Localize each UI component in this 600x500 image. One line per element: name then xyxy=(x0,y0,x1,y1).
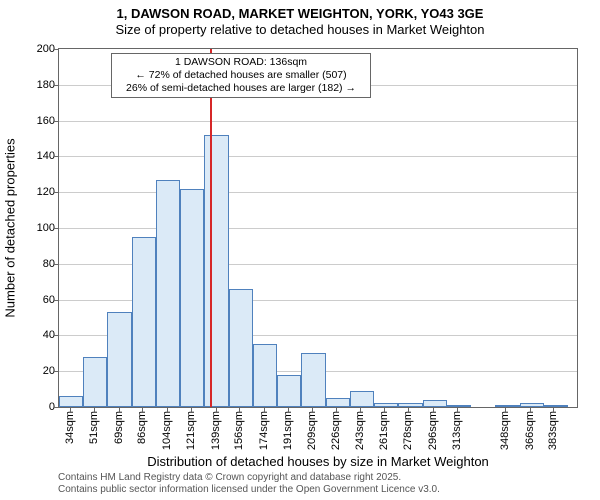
x-tick-mark xyxy=(408,407,409,412)
y-tick-label: 120 xyxy=(37,186,55,198)
plot-area: 02040608010012014016018020034sqm51sqm69s… xyxy=(58,48,578,408)
histogram-bar xyxy=(447,405,471,407)
x-tick-label: 209sqm xyxy=(306,411,318,450)
y-tick-mark xyxy=(54,407,59,408)
marker-line xyxy=(210,49,212,407)
x-axis-title: Distribution of detached houses by size … xyxy=(58,454,578,469)
histogram-bar xyxy=(350,391,374,407)
y-tick-label: 180 xyxy=(37,79,55,91)
chart-title-line1: 1, DAWSON ROAD, MARKET WEIGHTON, YORK, Y… xyxy=(0,6,600,22)
x-tick-label: 348sqm xyxy=(499,411,511,450)
x-tick-label: 86sqm xyxy=(136,411,148,444)
info-box-line: 26% of semi-detached houses are larger (… xyxy=(118,82,364,95)
x-tick-label: 69sqm xyxy=(113,411,125,444)
x-tick-label: 296sqm xyxy=(427,411,439,450)
x-tick-mark xyxy=(457,407,458,412)
x-tick-mark xyxy=(167,407,168,412)
y-tick-label: 160 xyxy=(37,115,55,127)
histogram-bar xyxy=(301,353,325,407)
x-tick-mark xyxy=(70,407,71,412)
x-tick-mark xyxy=(288,407,289,412)
histogram-bar xyxy=(277,375,301,407)
x-tick-mark xyxy=(216,407,217,412)
histogram-bar xyxy=(204,135,228,407)
x-tick-mark xyxy=(191,407,192,412)
x-tick-mark xyxy=(530,407,531,412)
x-tick-mark xyxy=(384,407,385,412)
x-tick-label: 278sqm xyxy=(402,411,414,450)
chart-footer: Contains HM Land Registry data © Crown c… xyxy=(58,472,440,495)
grid-line xyxy=(59,156,577,157)
y-axis-title: Number of detached properties xyxy=(3,138,18,317)
x-tick-mark xyxy=(239,407,240,412)
y-tick-mark xyxy=(54,156,59,157)
grid-line xyxy=(59,192,577,193)
x-tick-label: 51sqm xyxy=(88,411,100,444)
grid-line xyxy=(59,228,577,229)
x-tick-label: 226sqm xyxy=(330,411,342,450)
x-tick-mark xyxy=(505,407,506,412)
y-tick-mark xyxy=(54,192,59,193)
x-tick-label: 139sqm xyxy=(210,411,222,450)
histogram-bar xyxy=(326,398,350,407)
x-tick-label: 383sqm xyxy=(547,411,559,450)
histogram-bar xyxy=(59,396,83,407)
x-tick-label: 366sqm xyxy=(524,411,536,450)
y-tick-mark xyxy=(54,85,59,86)
x-tick-mark xyxy=(142,407,143,412)
y-tick-mark xyxy=(54,335,59,336)
info-box-line: 1 DAWSON ROAD: 136sqm xyxy=(118,56,364,69)
x-tick-label: 243sqm xyxy=(354,411,366,450)
y-tick-mark xyxy=(54,264,59,265)
y-tick-mark xyxy=(54,371,59,372)
histogram-bar xyxy=(544,405,568,407)
y-tick-label: 100 xyxy=(37,222,55,234)
histogram-bar xyxy=(495,405,519,407)
y-tick-mark xyxy=(54,300,59,301)
info-box: 1 DAWSON ROAD: 136sqm← 72% of detached h… xyxy=(111,53,371,98)
footer-line1: Contains HM Land Registry data © Crown c… xyxy=(58,472,440,484)
x-tick-mark xyxy=(264,407,265,412)
histogram-bar xyxy=(520,403,544,407)
histogram-bar xyxy=(253,344,277,407)
histogram-bar xyxy=(374,403,398,407)
x-tick-label: 174sqm xyxy=(258,411,270,450)
y-tick-mark xyxy=(54,121,59,122)
histogram-bar xyxy=(83,357,107,407)
x-tick-mark xyxy=(94,407,95,412)
histogram-bar xyxy=(180,189,204,407)
chart-title-line2: Size of property relative to detached ho… xyxy=(0,22,600,38)
y-tick-label: 200 xyxy=(37,43,55,55)
histogram-bar xyxy=(156,180,180,407)
x-tick-mark xyxy=(360,407,361,412)
x-tick-label: 191sqm xyxy=(282,411,294,450)
chart-container: 1, DAWSON ROAD, MARKET WEIGHTON, YORK, Y… xyxy=(0,0,600,500)
x-tick-label: 261sqm xyxy=(378,411,390,450)
grid-line xyxy=(59,121,577,122)
x-tick-mark xyxy=(433,407,434,412)
x-tick-mark xyxy=(119,407,120,412)
x-tick-label: 121sqm xyxy=(185,411,197,450)
y-tick-mark xyxy=(54,228,59,229)
x-tick-mark xyxy=(336,407,337,412)
y-tick-label: 140 xyxy=(37,150,55,162)
histogram-bar xyxy=(132,237,156,407)
info-box-line: ← 72% of detached houses are smaller (50… xyxy=(118,69,364,82)
x-tick-label: 313sqm xyxy=(451,411,463,450)
histogram-bar xyxy=(398,403,422,407)
histogram-bar xyxy=(107,312,131,407)
x-tick-label: 156sqm xyxy=(233,411,245,450)
footer-line2: Contains public sector information licen… xyxy=(58,484,440,496)
x-tick-label: 104sqm xyxy=(161,411,173,450)
y-tick-mark xyxy=(54,49,59,50)
chart-title-block: 1, DAWSON ROAD, MARKET WEIGHTON, YORK, Y… xyxy=(0,0,600,39)
x-tick-label: 34sqm xyxy=(64,411,76,444)
histogram-bar xyxy=(423,400,447,407)
x-tick-mark xyxy=(553,407,554,412)
x-tick-mark xyxy=(312,407,313,412)
histogram-bar xyxy=(229,289,253,407)
